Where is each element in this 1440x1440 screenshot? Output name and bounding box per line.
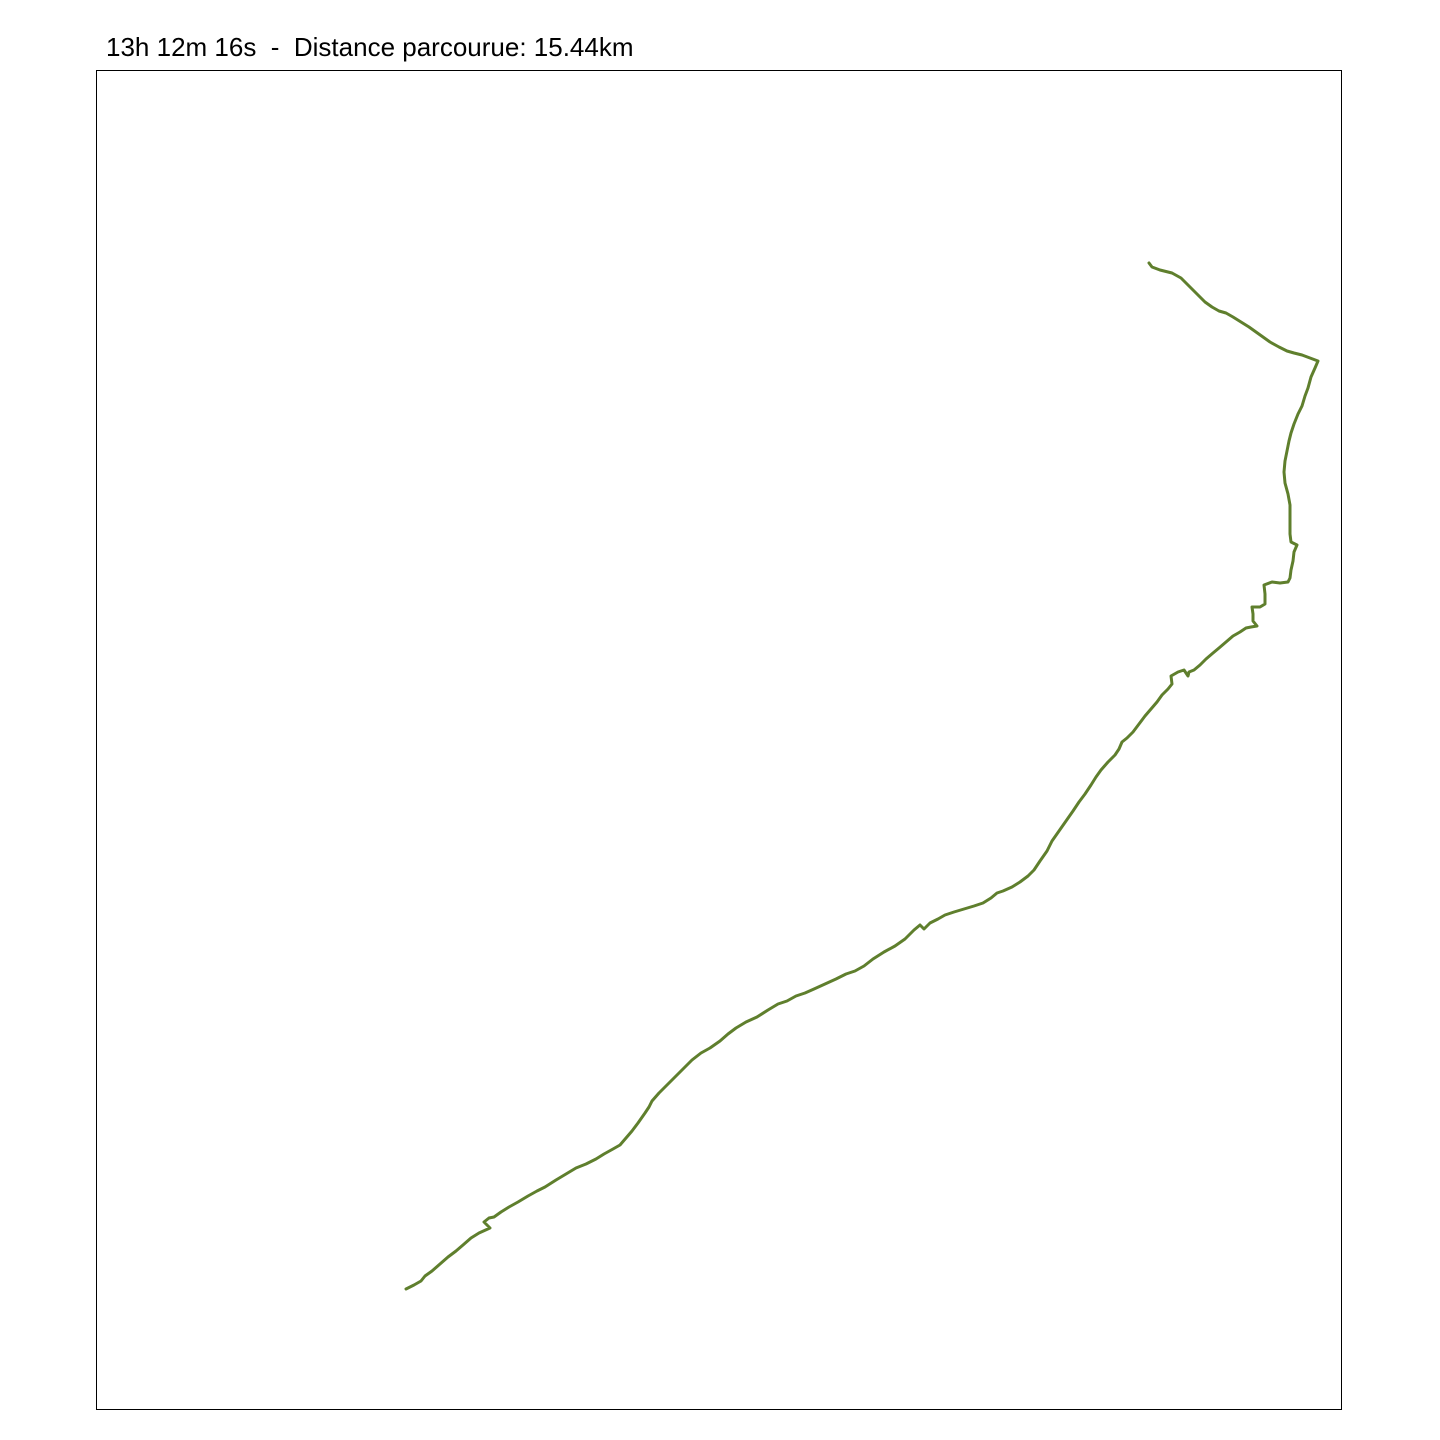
plot-title: 13h 12m 16s - Distance parcourue: 15.44k… bbox=[106, 32, 634, 62]
map-frame bbox=[96, 70, 1342, 1410]
gps-track-line bbox=[404, 261, 1320, 1291]
